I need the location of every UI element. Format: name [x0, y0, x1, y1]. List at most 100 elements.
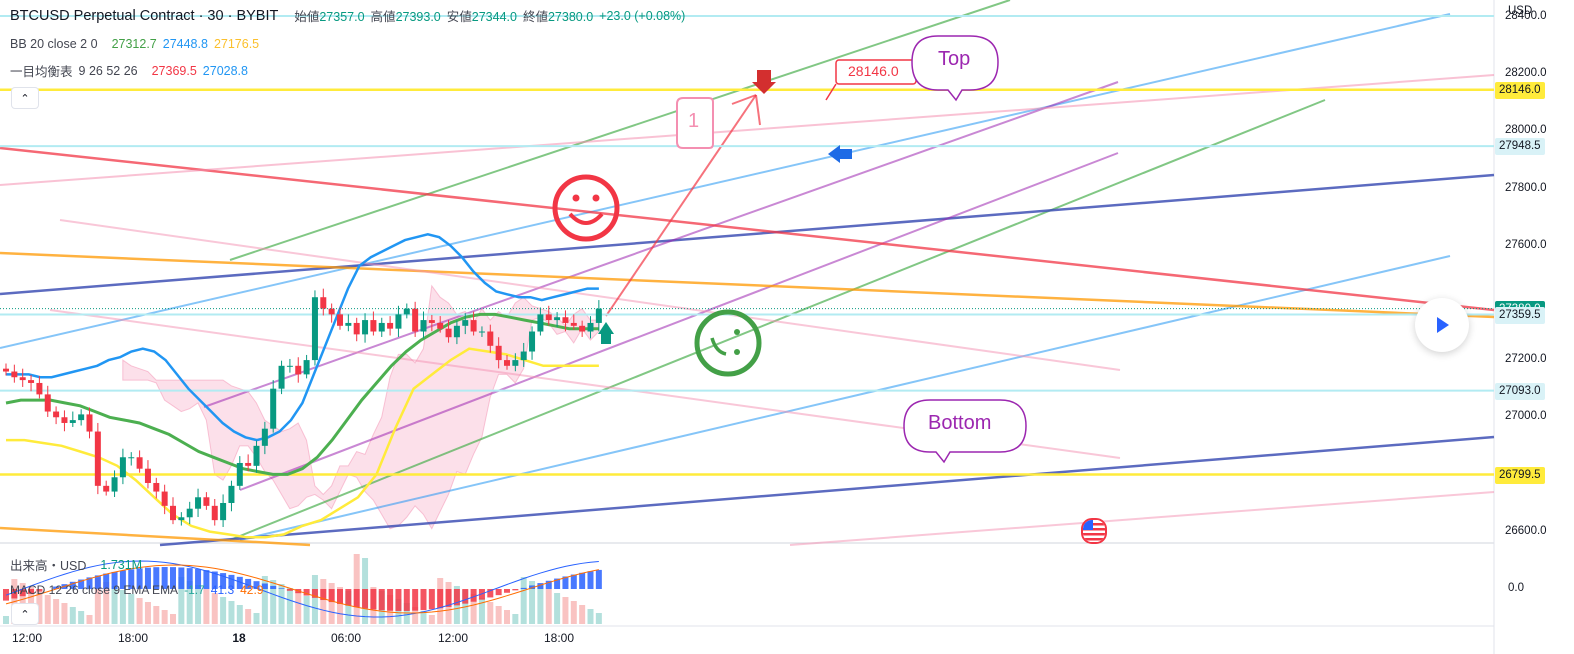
- candle-body: [320, 297, 327, 309]
- trendline-red: [0, 146, 1495, 312]
- candle-body: [3, 368, 9, 372]
- count-callout-label[interactable]: 1: [688, 110, 700, 132]
- macd-hist-bar: [529, 585, 536, 589]
- top-callout-label[interactable]: Top: [938, 48, 971, 70]
- macd-hist-bar: [420, 589, 427, 611]
- price-tag: 27359.5: [1495, 306, 1545, 324]
- macd-hist-bar: [195, 568, 202, 589]
- macd-hist-bar: [28, 589, 35, 594]
- macd-signal-value: 42.9: [240, 583, 264, 597]
- volume-bar: [337, 587, 343, 624]
- play-icon: [1437, 317, 1449, 333]
- candle-body: [128, 457, 135, 459]
- count-callout-shape[interactable]: [676, 97, 714, 149]
- volume-bar: [94, 578, 101, 624]
- volume-bar: [420, 611, 427, 624]
- bottom-callout-shape[interactable]: [903, 399, 1027, 464]
- play-button[interactable]: [1415, 298, 1469, 352]
- volume-legend[interactable]: 出来高・USD 1.731M: [10, 555, 142, 574]
- candle-body: [478, 331, 485, 333]
- ohlc-low: 安値27344.0: [446, 10, 517, 24]
- us-flag-icon[interactable]: [1081, 518, 1107, 544]
- volume-bar: [203, 589, 210, 624]
- volume-bar: [395, 599, 402, 624]
- arrow-left-icon[interactable]: [828, 145, 852, 163]
- trendline-pink-1: [0, 74, 1495, 186]
- macd-signal-line: [5, 564, 599, 614]
- macd-line: [5, 560, 599, 618]
- arrow-down-icon[interactable]: [752, 70, 776, 94]
- price-tick: 27000.0: [1505, 410, 1547, 423]
- bb-label: BB 20 close 2 0: [10, 37, 98, 51]
- horizontal-levels[interactable]: [0, 15, 1494, 476]
- trendline-pink-4: [789, 491, 1495, 546]
- price-tag: 26799.5: [1495, 466, 1545, 484]
- trendline-pink-2: [59, 219, 1121, 371]
- collapse-legend-button[interactable]: ⌃: [11, 87, 39, 109]
- volume-bar: [537, 585, 544, 624]
- ichimoku-label: 一目均衡表: [10, 65, 73, 79]
- time-tick: 12:00: [437, 631, 469, 645]
- volume-macd-pane: [3, 554, 602, 624]
- price-callout-label[interactable]: 28146.0: [848, 63, 899, 79]
- macd-hist-bar: [203, 570, 210, 589]
- volume-bar: [520, 577, 527, 624]
- cloud-area: [122, 284, 600, 530]
- candlesticks: [3, 288, 602, 527]
- macd-hist-bar: [579, 572, 586, 589]
- candle-body: [420, 320, 427, 332]
- volume-bar: [562, 597, 569, 624]
- trend-lines[interactable]: [0, 0, 1495, 547]
- candle-body: [595, 308, 602, 323]
- trendline-green-upper: [229, 0, 1011, 261]
- trendline-blue-upper: [0, 13, 1451, 349]
- macd-hist-bar: [86, 577, 93, 589]
- arrow-up-icon[interactable]: [598, 322, 614, 344]
- candle-body: [412, 308, 419, 332]
- time-tick: 12:00: [11, 631, 43, 645]
- bb-legend[interactable]: BB 20 close 2 0 27312.7 27448.8 27176.5: [10, 37, 259, 51]
- trendline-orange: [0, 251, 1495, 319]
- macd-hist-bar: [362, 589, 369, 609]
- candle-body: [504, 360, 510, 366]
- macd-hist-bar: [495, 589, 502, 596]
- ichimoku-base-value: 27028.8: [202, 63, 248, 78]
- axis-currency[interactable]: USD: [1508, 5, 1533, 17]
- ichimoku-legend[interactable]: 一目均衡表 9 26 52 26 27369.5 27028.8: [10, 61, 248, 80]
- candle-body: [403, 308, 410, 315]
- macd-hist-bar: [545, 580, 552, 589]
- macd-hist-bar: [353, 589, 360, 608]
- symbol-title[interactable]: BTCUSD Perpetual Contract · 30 · BYBIT: [10, 7, 279, 24]
- macd-hist-value: -1.7: [184, 583, 205, 597]
- macd-hist-bar: [428, 589, 435, 610]
- ohlc-open: 始値27357.0: [294, 10, 365, 24]
- candle-body: [111, 477, 118, 492]
- candle-body: [153, 482, 160, 492]
- volume-bar: [504, 610, 510, 624]
- candle-body: [211, 505, 218, 521]
- volume-bar: [487, 602, 494, 624]
- macd-hist-bar: [153, 567, 160, 589]
- macd-hist-bar: [395, 589, 402, 611]
- candle-body: [387, 322, 394, 329]
- price-tick: 28200.0: [1505, 67, 1547, 80]
- candle-body: [236, 462, 243, 486]
- top-callout-shape[interactable]: [911, 35, 999, 102]
- trendline-blue-lower: [239, 255, 1451, 541]
- volume-bar: [136, 598, 143, 624]
- macd-line-value: 41.3: [210, 583, 235, 597]
- ohlc-change: +23.0 (+0.08%): [599, 8, 686, 23]
- collapse-up-icon: ⌃: [20, 608, 30, 621]
- price-tick: 28000.0: [1505, 124, 1547, 137]
- macd-hist-bar: [94, 575, 101, 589]
- macd-label: MACD 12 26 close 9 EMA EMA: [10, 583, 179, 597]
- ichimoku-conversion-value: 27369.5: [151, 63, 197, 78]
- macd-legend[interactable]: MACD 12 26 close 9 EMA EMA -1.7 41.3 42.…: [10, 583, 263, 597]
- macd-hist-bar: [320, 589, 327, 601]
- collapse-pane-button[interactable]: ⌃: [11, 603, 39, 625]
- volume-bar: [61, 603, 68, 624]
- candle-body: [261, 428, 268, 446]
- candle-body: [353, 322, 360, 335]
- bottom-callout-label[interactable]: Bottom: [928, 412, 992, 434]
